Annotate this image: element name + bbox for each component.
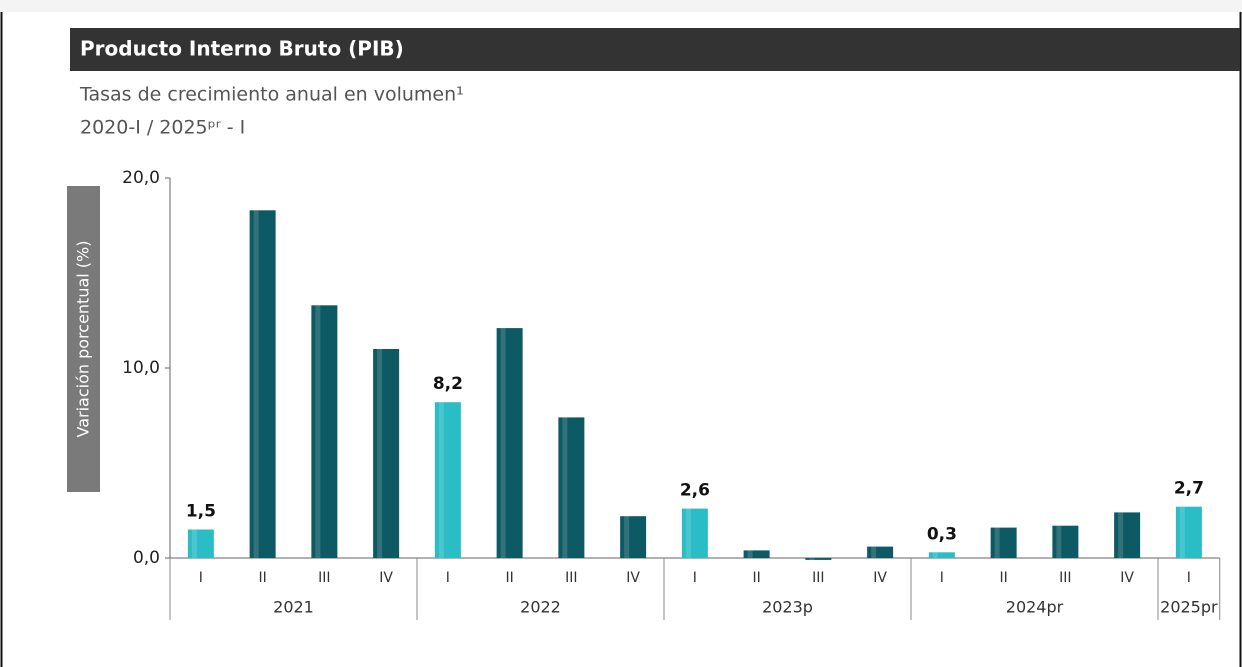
bar-shine [1179, 506, 1185, 558]
bar-shine [253, 210, 259, 559]
bar-shine [809, 558, 815, 560]
bar [681, 508, 708, 558]
bar [311, 305, 338, 558]
bar-shine [624, 516, 630, 558]
x-tick-label: IV [1120, 570, 1134, 586]
y-tick-label: 20,0 [122, 168, 160, 188]
bar-shine [562, 417, 568, 558]
group-label: 2021 [273, 598, 314, 617]
x-tick-label: I [199, 570, 203, 586]
value-label: 2,7 [1174, 479, 1204, 499]
x-tick-label: II [999, 570, 1007, 586]
bar [867, 546, 894, 558]
bar [743, 550, 770, 558]
x-tick-label: III [1059, 570, 1071, 586]
chart-subtitle: Tasas de crecimiento anual en volumen¹ [79, 84, 464, 106]
x-tick-label: IV [626, 570, 640, 586]
bar-shine [685, 508, 691, 558]
value-label: 1,5 [186, 502, 216, 522]
bar [620, 516, 647, 558]
x-tick-label: II [258, 570, 266, 586]
bar-shine [871, 546, 877, 558]
bar [434, 402, 461, 558]
bar [928, 552, 955, 558]
x-tick-label: II [505, 570, 513, 586]
value-label: 2,6 [680, 481, 710, 501]
y-tick-label: 10,0 [122, 358, 160, 378]
bar-shine [1056, 525, 1062, 558]
group-label: 2022 [520, 598, 561, 617]
y-tick-label: 0,0 [133, 548, 160, 568]
x-tick-label: II [752, 570, 760, 586]
bar-shine [994, 527, 1000, 558]
x-tick-label: III [812, 570, 824, 586]
group-label: 2023p [762, 598, 813, 617]
value-label: 8,2 [433, 374, 463, 394]
group-label: 2025pr [1160, 598, 1218, 617]
title-bar [70, 28, 1240, 71]
bar-shine [315, 305, 321, 558]
bar-shine [438, 402, 444, 558]
bar-shine [747, 550, 753, 558]
chart-period: 2020-I / 2025ᵖʳ - I [80, 117, 245, 139]
x-tick-label: I [693, 570, 697, 586]
bar [187, 529, 214, 558]
bar [1175, 506, 1202, 558]
bar [249, 210, 276, 559]
top-strip [0, 0, 1242, 12]
x-tick-label: III [318, 570, 330, 586]
bar-shine [191, 529, 197, 558]
value-label: 0,3 [927, 524, 957, 544]
x-tick-label: IV [873, 570, 887, 586]
bar-shine [932, 552, 938, 558]
chart-title: Producto Interno Bruto (PIB) [80, 37, 404, 61]
bar [496, 328, 523, 558]
bar-shine [377, 349, 383, 558]
bar [558, 417, 585, 558]
x-tick-label: I [1187, 570, 1191, 586]
x-tick-label: I [446, 570, 450, 586]
bar-shine [500, 328, 506, 558]
bar-shine [1118, 512, 1124, 558]
y-label-box [67, 186, 100, 492]
x-tick-label: I [940, 570, 944, 586]
bar [990, 527, 1017, 558]
y-axis-label: Variación porcentual (%) [74, 241, 93, 438]
bar [1114, 512, 1141, 558]
group-label: 2024pr [1006, 598, 1064, 617]
bar [805, 558, 832, 560]
x-tick-label: IV [379, 570, 393, 586]
x-tick-label: III [565, 570, 577, 586]
bar [1052, 525, 1079, 558]
bar [373, 349, 400, 558]
